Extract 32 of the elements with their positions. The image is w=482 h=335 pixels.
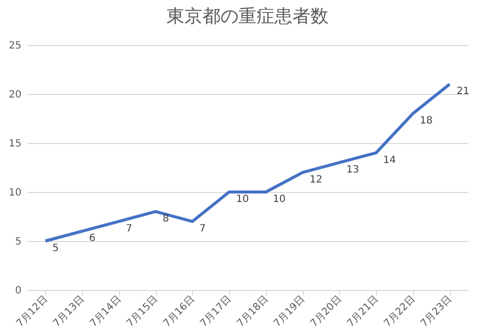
data-label: 7 bbox=[126, 223, 132, 234]
x-tick-label: 7月13日 bbox=[51, 294, 87, 330]
data-label: 8 bbox=[162, 214, 169, 225]
x-tick-label: 7月16日 bbox=[162, 294, 198, 330]
data-label: 18 bbox=[420, 116, 433, 127]
x-tick-label: 7月19日 bbox=[272, 294, 308, 330]
x-tick-label: 7月21日 bbox=[345, 294, 381, 330]
chart-title: 東京都の重症患者数 bbox=[166, 6, 328, 27]
data-label: 10 bbox=[236, 194, 249, 205]
x-tick-label: 7月22日 bbox=[382, 294, 418, 330]
x-tick-label: 7月17日 bbox=[198, 294, 234, 330]
data-label: 13 bbox=[346, 164, 360, 176]
data-label: 10 bbox=[272, 194, 286, 205]
line-series bbox=[44, 82, 452, 242]
data-label: 7 bbox=[199, 223, 206, 234]
data-label: 12 bbox=[310, 174, 322, 186]
data-label: 14 bbox=[383, 154, 396, 166]
x-tick-label: 7月12日 bbox=[14, 294, 50, 330]
y-tick-label: 5 bbox=[15, 236, 22, 248]
y-tick-label: 15 bbox=[8, 138, 22, 150]
x-tick-label: 7月18日 bbox=[235, 294, 271, 330]
x-tick-label: 7月20日 bbox=[308, 294, 344, 330]
data-label: 5 bbox=[52, 243, 59, 254]
y-tick-label: 0 bbox=[15, 286, 22, 296]
y-tick-label: 10 bbox=[8, 188, 22, 198]
x-tick-label: 7月15日 bbox=[124, 294, 160, 330]
x-tick-label: 7月23日 bbox=[418, 294, 454, 330]
x-tick-label: 7月14日 bbox=[88, 294, 124, 330]
data-label: 21 bbox=[456, 86, 470, 98]
y-tick-label: 20 bbox=[8, 90, 22, 100]
data-label: 6 bbox=[89, 233, 96, 244]
y-tick-label: 25 bbox=[8, 40, 22, 52]
